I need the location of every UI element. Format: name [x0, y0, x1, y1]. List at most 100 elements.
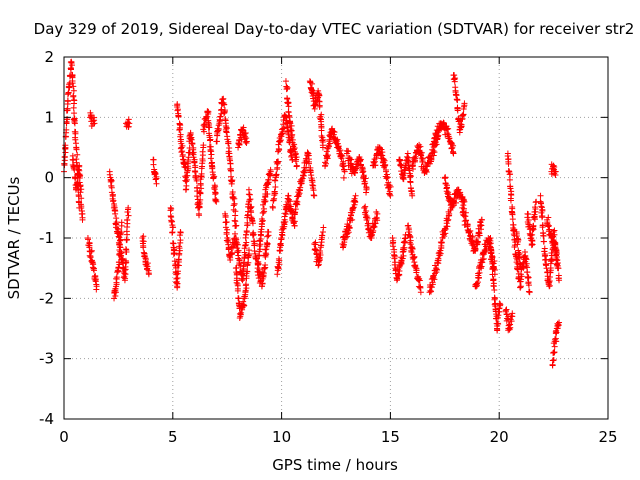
data-point	[118, 255, 125, 262]
data-point	[455, 186, 462, 193]
data-point	[490, 280, 497, 287]
data-point	[64, 101, 71, 108]
data-point	[179, 148, 186, 155]
data-point	[227, 167, 234, 174]
data-point	[444, 130, 451, 137]
data-point	[236, 310, 243, 317]
data-point	[412, 262, 419, 269]
data-point	[173, 279, 180, 286]
data-point	[476, 269, 483, 276]
data-point	[69, 62, 76, 69]
data-point	[221, 107, 228, 114]
data-point	[276, 146, 283, 153]
data-point	[434, 266, 441, 273]
data-point	[176, 251, 183, 258]
data-point	[333, 137, 340, 144]
data-point	[478, 222, 485, 229]
data-point	[506, 176, 513, 183]
data-point	[109, 193, 116, 200]
data-point	[92, 276, 99, 283]
data-point	[251, 242, 258, 249]
data-point	[408, 187, 415, 194]
data-point	[345, 229, 352, 236]
y-tick-label: 0	[44, 169, 54, 187]
data-point	[244, 221, 251, 228]
data-point	[262, 198, 269, 205]
data-point	[294, 201, 301, 208]
data-point	[62, 144, 69, 151]
data-point	[510, 224, 517, 231]
data-point	[169, 218, 176, 225]
data-point	[232, 208, 239, 215]
data-point	[506, 171, 513, 178]
data-point	[242, 242, 249, 249]
data-point	[438, 239, 445, 246]
data-point	[554, 325, 561, 332]
data-point	[114, 225, 121, 232]
data-point	[106, 171, 113, 178]
data-point	[244, 268, 251, 275]
data-point	[419, 155, 426, 162]
data-point	[257, 246, 264, 253]
data-point	[198, 170, 205, 177]
data-point	[225, 236, 232, 243]
data-point	[556, 319, 563, 326]
y-tick-label: -1	[39, 229, 54, 247]
data-point	[340, 243, 347, 250]
data-point	[292, 209, 299, 216]
data-point	[231, 217, 238, 224]
data-point	[311, 105, 318, 112]
data-point	[518, 276, 525, 283]
data-point	[461, 198, 468, 205]
data-point	[223, 218, 230, 225]
data-point	[71, 97, 78, 104]
data-point	[539, 207, 546, 214]
data-point	[374, 210, 381, 217]
data-point	[169, 240, 176, 247]
data-point	[265, 176, 272, 183]
data-point	[123, 236, 130, 243]
data-point	[113, 274, 120, 281]
data-point	[174, 270, 181, 277]
data-point	[78, 195, 85, 202]
data-point	[316, 256, 323, 263]
data-point	[213, 138, 220, 145]
data-point	[209, 169, 216, 176]
data-point	[125, 212, 132, 219]
data-point	[357, 156, 364, 163]
data-point	[200, 128, 207, 135]
data-point	[540, 232, 547, 239]
data-point	[458, 121, 465, 128]
data-point	[170, 224, 177, 231]
data-point	[489, 271, 496, 278]
data-point	[266, 172, 273, 179]
data-point	[293, 154, 300, 161]
data-point	[153, 180, 160, 187]
data-point	[207, 155, 214, 162]
data-point	[497, 301, 504, 308]
data-point	[460, 111, 467, 118]
data-point	[532, 206, 539, 213]
data-point	[167, 207, 174, 214]
data-point	[450, 142, 457, 149]
data-point	[283, 86, 290, 93]
data-point	[382, 162, 389, 169]
data-point	[317, 250, 324, 257]
data-point	[284, 84, 291, 91]
data-point	[417, 283, 424, 290]
data-point	[491, 287, 498, 294]
data-point	[550, 357, 557, 364]
data-point	[546, 277, 553, 284]
data-point	[88, 247, 95, 254]
axis-ticks	[63, 56, 609, 420]
x-tick-label: 0	[59, 428, 69, 446]
data-point	[231, 200, 238, 207]
data-point	[73, 146, 80, 153]
data-point	[546, 226, 553, 233]
data-point	[286, 138, 293, 145]
data-point	[258, 232, 265, 239]
data-point	[76, 162, 83, 169]
data-point	[79, 216, 86, 223]
data-point	[357, 157, 364, 164]
x-tick-label: 15	[381, 428, 400, 446]
